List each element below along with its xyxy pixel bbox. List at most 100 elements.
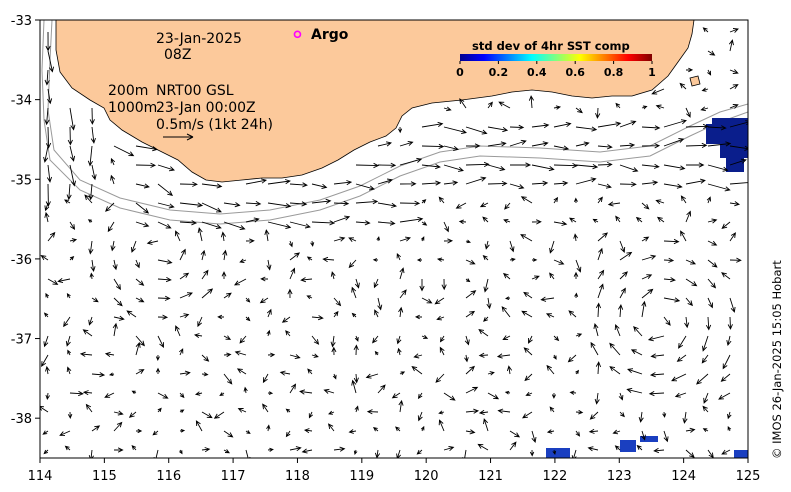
current-arrow xyxy=(353,344,359,356)
isobath-1000-label: 1000m xyxy=(108,100,157,116)
current-arrow xyxy=(618,303,624,318)
current-arrow xyxy=(308,411,313,419)
current-arrow xyxy=(551,392,557,399)
current-arrow xyxy=(641,125,661,131)
current-arrow xyxy=(42,430,49,435)
colorbar xyxy=(460,54,652,61)
sst-patch-south xyxy=(546,436,748,458)
current-arrow xyxy=(285,430,291,438)
current-arrow xyxy=(222,249,228,261)
current-arrow xyxy=(201,288,214,299)
current-arrow xyxy=(574,292,579,299)
current-arrow xyxy=(462,449,467,458)
current-arrow xyxy=(531,180,549,186)
current-arrow xyxy=(82,329,93,337)
current-arrow xyxy=(223,430,234,438)
current-arrow xyxy=(108,372,115,377)
current-arrow xyxy=(179,248,186,261)
current-arrow xyxy=(618,392,624,401)
current-arrow xyxy=(374,350,379,356)
current-arrow xyxy=(355,162,380,169)
current-arrow xyxy=(112,322,118,337)
current-arrow xyxy=(553,180,569,186)
current-arrow xyxy=(528,95,534,109)
current-arrow xyxy=(311,353,319,358)
current-arrow xyxy=(67,411,73,420)
current-arrow xyxy=(483,278,489,293)
current-arrow xyxy=(641,236,650,242)
current-arrow xyxy=(510,162,532,168)
current-arrow xyxy=(45,31,51,52)
isobath-200m xyxy=(47,20,748,215)
current-arrow xyxy=(614,324,621,337)
current-arrow xyxy=(285,408,291,413)
current-arrow xyxy=(509,240,515,253)
current-arrow xyxy=(729,179,748,185)
current-arrow xyxy=(372,426,379,432)
current-arrow xyxy=(573,233,578,242)
current-arrow xyxy=(523,291,533,299)
current-arrow xyxy=(136,428,143,434)
current-arrow xyxy=(438,196,445,204)
current-arrow xyxy=(465,365,475,375)
current-arrow xyxy=(128,411,137,418)
current-arrow xyxy=(663,277,676,283)
current-arrow xyxy=(243,386,248,394)
current-arrow xyxy=(289,446,302,452)
current-arrow xyxy=(179,202,204,208)
current-arrow xyxy=(104,392,115,398)
current-arrow xyxy=(685,259,697,265)
current-arrow xyxy=(443,126,468,135)
current-arrow xyxy=(619,287,626,299)
current-arrow xyxy=(685,427,696,433)
current-arrow xyxy=(465,161,490,168)
current-arrow xyxy=(306,295,313,300)
current-arrow xyxy=(575,333,583,338)
colorbar-tick-label: 0.6 xyxy=(565,66,585,79)
current-arrow xyxy=(267,352,276,358)
current-arrow xyxy=(416,258,422,262)
current-arrow xyxy=(355,199,379,205)
current-arrow xyxy=(421,164,441,170)
current-arrow xyxy=(113,145,135,157)
current-arrow xyxy=(531,164,555,172)
y-tick-label: -33 xyxy=(11,14,32,29)
current-arrow xyxy=(729,297,736,313)
current-arrow xyxy=(553,121,572,128)
current-arrow xyxy=(399,140,414,147)
current-arrow xyxy=(729,84,739,90)
current-arrow xyxy=(289,221,311,229)
current-arrow xyxy=(110,174,116,185)
current-arrow xyxy=(179,181,198,187)
current-arrow xyxy=(179,220,198,226)
current-arrow xyxy=(79,351,93,357)
current-arrow xyxy=(113,410,124,416)
current-arrow xyxy=(157,221,172,229)
current-arrow xyxy=(157,314,169,320)
current-arrow xyxy=(685,449,695,458)
current-arrow xyxy=(333,200,350,207)
current-arrow xyxy=(589,411,599,420)
current-arrow xyxy=(531,258,538,262)
current-arrow xyxy=(262,373,269,384)
current-arrow xyxy=(348,237,357,242)
current-arrow xyxy=(436,315,445,321)
current-arrow xyxy=(200,249,206,261)
current-arrow xyxy=(311,198,332,204)
current-arrow xyxy=(64,199,71,204)
current-arrow xyxy=(718,392,731,400)
current-arrow xyxy=(391,392,401,399)
current-arrow xyxy=(638,411,644,423)
current-arrow xyxy=(434,297,445,305)
current-arrow xyxy=(59,430,71,437)
current-arrow xyxy=(522,411,533,419)
current-arrow xyxy=(721,272,731,280)
current-arrow xyxy=(575,430,581,437)
current-arrow xyxy=(727,316,733,330)
x-tick-label: 125 xyxy=(736,469,761,484)
current-arrow xyxy=(89,107,95,125)
current-arrow xyxy=(179,428,186,433)
current-arrow xyxy=(728,39,734,52)
current-arrow xyxy=(69,145,76,162)
